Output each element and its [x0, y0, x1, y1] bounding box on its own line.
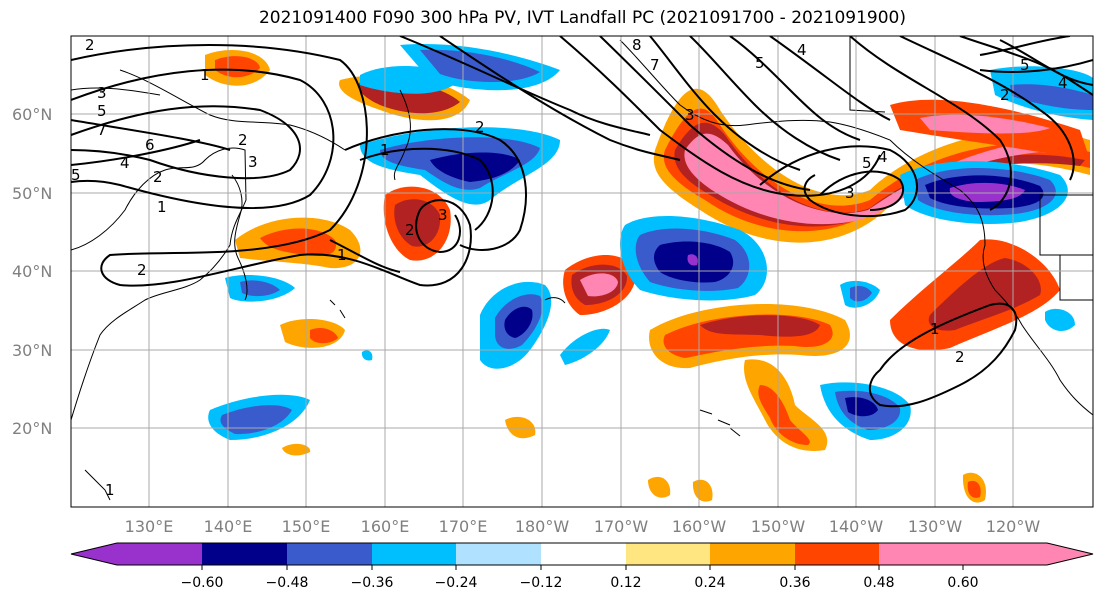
- colorbar-swatch-4: [372, 543, 458, 565]
- coastline-hawaii: [699, 409, 741, 437]
- svg-text:−0.60: −0.60: [181, 575, 224, 591]
- svg-text:7: 7: [97, 121, 107, 139]
- colorbar-swatch-1: [117, 543, 203, 565]
- coastline-alaska: [619, 39, 891, 141]
- svg-text:2: 2: [1000, 86, 1010, 104]
- svg-text:5: 5: [755, 54, 765, 72]
- colorbar-swatch-7: [626, 543, 712, 565]
- svg-text:180°W: 180°W: [515, 517, 570, 536]
- colorbar: −0.60 −0.48 −0.36 −0.24 −0.12 0.12 0.24 …: [70, 542, 1094, 591]
- map-frame: [70, 35, 1094, 508]
- colorbar-swatch-10: [879, 543, 965, 565]
- svg-text:0.60: 0.60: [947, 575, 978, 591]
- svg-text:−0.24: −0.24: [435, 575, 478, 591]
- svg-text:2: 2: [85, 36, 95, 54]
- svg-text:4: 4: [797, 41, 807, 59]
- svg-text:5: 5: [862, 154, 872, 172]
- svg-text:0.48: 0.48: [863, 575, 894, 591]
- colorbar-tick-labels: −0.60 −0.48 −0.36 −0.24 −0.12 0.12 0.24 …: [181, 575, 979, 591]
- svg-text:2: 2: [405, 221, 415, 239]
- svg-text:170°W: 170°W: [594, 517, 649, 536]
- svg-text:2: 2: [137, 261, 147, 279]
- svg-text:30°N: 30°N: [12, 341, 52, 360]
- svg-text:160°E: 160°E: [361, 517, 410, 536]
- colorbar-swatch-9: [795, 543, 881, 565]
- svg-text:4: 4: [120, 154, 130, 172]
- ivt-contours: [71, 36, 1093, 408]
- svg-text:1: 1: [930, 320, 940, 338]
- svg-text:2: 2: [955, 348, 965, 366]
- svg-text:1: 1: [157, 198, 167, 216]
- svg-text:150°W: 150°W: [751, 517, 806, 536]
- svg-text:140°E: 140°E: [204, 517, 253, 536]
- svg-text:120°W: 120°W: [986, 517, 1041, 536]
- svg-text:20°N: 20°N: [12, 419, 52, 438]
- svg-text:5: 5: [97, 102, 107, 120]
- svg-text:50°N: 50°N: [12, 184, 52, 203]
- coastlines: [71, 36, 1093, 501]
- contour-labels: 2 1 3 5 7 6 4 5 2 1 2 2 3 3 2 1 8 7 5 4 …: [71, 36, 1068, 499]
- svg-text:3: 3: [97, 84, 107, 102]
- svg-text:8: 8: [632, 36, 642, 54]
- svg-text:130°E: 130°E: [125, 517, 174, 536]
- colorbar-swatch-5: [456, 543, 542, 565]
- svg-text:−0.48: −0.48: [266, 575, 309, 591]
- colorbar-swatch-2: [202, 543, 288, 565]
- map-title: 2021091400 F090 300 hPa PV, IVT Landfall…: [258, 8, 906, 28]
- colorbar-extend-low: [71, 543, 117, 565]
- svg-text:−0.12: −0.12: [520, 575, 563, 591]
- svg-text:0.36: 0.36: [779, 575, 810, 591]
- colorbar-extend-high: [963, 543, 1093, 565]
- svg-text:1: 1: [200, 66, 210, 84]
- svg-text:3: 3: [438, 206, 448, 224]
- svg-text:6: 6: [145, 136, 155, 154]
- coastline-asia: [71, 147, 247, 421]
- svg-text:1: 1: [105, 481, 115, 499]
- svg-text:2: 2: [153, 168, 163, 186]
- svg-text:170°E: 170°E: [439, 517, 488, 536]
- latitude-labels: 60°N 50°N 40°N 30°N 20°N: [12, 105, 52, 438]
- svg-text:1: 1: [337, 246, 347, 264]
- svg-text:4: 4: [1058, 74, 1068, 92]
- svg-text:1: 1: [380, 141, 390, 159]
- svg-text:150°E: 150°E: [282, 517, 331, 536]
- svg-text:7: 7: [650, 56, 660, 74]
- svg-text:3: 3: [248, 153, 258, 171]
- svg-text:2: 2: [238, 131, 248, 149]
- svg-text:2: 2: [475, 118, 485, 136]
- svg-text:0.12: 0.12: [610, 575, 641, 591]
- colorbar-swatch-3: [287, 543, 373, 565]
- colorbar-ticks: [201, 565, 964, 570]
- svg-text:160°W: 160°W: [672, 517, 727, 536]
- svg-text:5: 5: [1020, 56, 1030, 74]
- svg-text:3: 3: [845, 184, 855, 202]
- colorbar-outline: [70, 542, 1094, 566]
- coastline-north-america: [889, 139, 1093, 416]
- colorbar-swatch-6: [541, 543, 627, 565]
- svg-text:3: 3: [685, 106, 695, 124]
- svg-text:140°W: 140°W: [829, 517, 884, 536]
- svg-text:5: 5: [71, 166, 81, 184]
- svg-text:0.24: 0.24: [694, 575, 725, 591]
- svg-text:40°N: 40°N: [12, 262, 52, 281]
- colorbar-swatch-8: [710, 543, 796, 565]
- longitude-labels: 130°E 140°E 150°E 160°E 170°E 180°W 170°…: [125, 517, 1041, 536]
- svg-text:4: 4: [878, 148, 888, 166]
- svg-text:−0.36: −0.36: [351, 575, 394, 591]
- svg-text:130°W: 130°W: [908, 517, 963, 536]
- svg-text:60°N: 60°N: [12, 105, 52, 124]
